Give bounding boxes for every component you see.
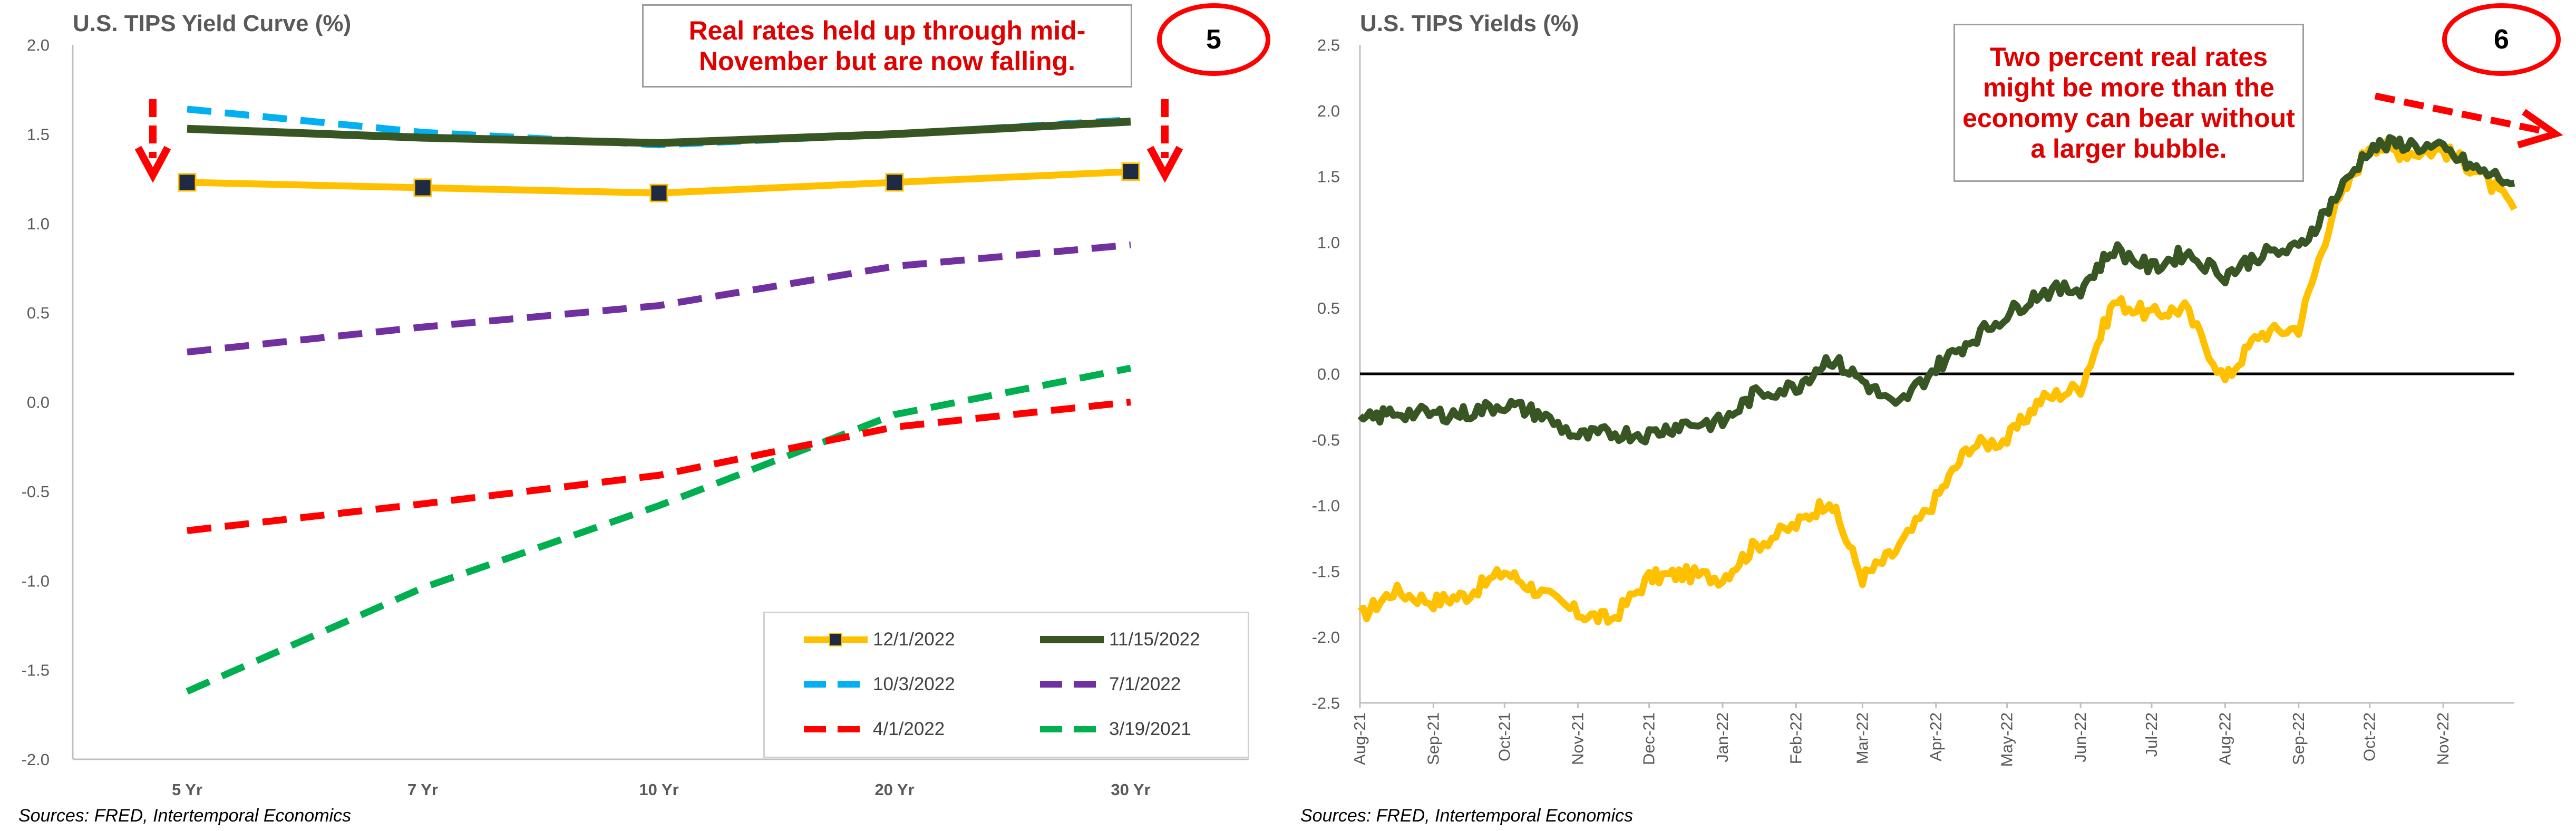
x-tick-label: Nov-22: [2434, 712, 2452, 765]
y-tick-label: 0.0: [27, 393, 50, 412]
legend-label: 7/1/2022: [1109, 674, 1181, 694]
x-tick-label: 5 Yr: [172, 780, 202, 799]
legend-label: 3/19/2021: [1109, 719, 1191, 739]
y-tick-label: 0.5: [1317, 299, 1340, 317]
series-line-yellow: [1357, 138, 2517, 626]
data-point-marker: [178, 173, 197, 192]
data-point-marker: [885, 173, 904, 192]
x-tick-label: Aug-21: [1350, 712, 1369, 765]
tips-yields-chart: 2.5 2.0 1.5 1.0 0.5 0.0 -0.5 -1.0 -1.5 -2.0 -2.5 Au…: [1312, 36, 2563, 767]
series-line-7-1-2022: [187, 241, 1131, 356]
x-tick-label: 7 Yr: [407, 780, 438, 799]
down-arrow-icon: [1146, 146, 1183, 183]
y-tick-label: -2.0: [22, 750, 50, 769]
chart-number-badge: 6: [2442, 3, 2561, 76]
y-tick-label: 1.5: [27, 125, 50, 143]
y-tick-label: 1.0: [27, 215, 50, 233]
source-note: Sources: FRED, Intertemporal Economics: [1300, 806, 1634, 826]
x-tick-label: 30 Yr: [1111, 780, 1150, 799]
y-tick-label: 0.5: [27, 304, 50, 322]
yield-curve-panel: U.S. TIPS Yield Curve (%) 2.0 1.5 1.0 0.5 0.…: [18, 3, 1270, 826]
legend-label: 11/15/2022: [1109, 629, 1200, 650]
data-point-marker: [413, 178, 432, 197]
y-tick-label: -2.5: [1312, 694, 1340, 712]
tips-yields-panel: U.S. TIPS Yields (%) 2.5 2.0 1.5 1.0 0.5 0.0 -…: [1288, 0, 2576, 831]
legend-item-10-3-2022: 10/3/2022: [803, 674, 955, 695]
source-note: Sources: FRED, Intertemporal Economics: [18, 806, 352, 826]
y-tick-label: 1.0: [1317, 233, 1340, 252]
x-tick-label: Feb-22: [1786, 712, 1805, 764]
x-tick-label: Sep-22: [2289, 712, 2308, 765]
yield-curve-chart: 2.0 1.5 1.0 0.5 0.0 -0.5 -1.0 -1.5 -2.0 5 Yr 7 Yr 1…: [22, 36, 1249, 799]
x-tick-label: Dec-21: [1640, 712, 1658, 765]
trend-arrow-icon: [2517, 109, 2563, 149]
x-tick-label: Jan-22: [1713, 712, 1732, 762]
y-tick-label: -1.5: [1312, 562, 1340, 581]
callout-box: Real rates held up through mid-November …: [642, 4, 1132, 88]
y-tick-label: 2.0: [27, 36, 50, 54]
x-tick-label: Apr-22: [1927, 712, 1945, 761]
chart-title: U.S. TIPS Yields (%): [1360, 11, 1579, 36]
x-tick-label: Sep-21: [1424, 712, 1442, 765]
y-tick-label: -1.0: [1312, 497, 1340, 515]
y-tick-label: 2.0: [1317, 102, 1340, 120]
y-tick-label: -1.5: [22, 661, 50, 680]
legend: 12/1/2022 11/15/2022 10/3/2022 7/1/2022 …: [763, 612, 1249, 758]
y-tick-label: -0.5: [22, 482, 50, 501]
x-tick-label: Jul-22: [2142, 712, 2161, 757]
x-tick-label: May-22: [1998, 712, 2016, 767]
x-tick-label: Oct-22: [2360, 712, 2379, 761]
series-line-11-15-2022: [187, 118, 1131, 147]
y-tick-label: -1.0: [22, 572, 50, 590]
down-arrow-icon: [134, 146, 171, 183]
legend-item-11-15-2022: 11/15/2022: [1039, 629, 1200, 650]
series-line-4-1-2022: [187, 399, 1131, 534]
y-tick-label: 2.5: [1317, 36, 1340, 54]
chart-number-badge: 5: [1157, 3, 1270, 76]
series-line-dark-green: [1357, 134, 2515, 446]
x-tick-label: Mar-22: [1853, 712, 1871, 764]
legend-label: 12/1/2022: [873, 629, 955, 650]
x-tick-label: Nov-21: [1569, 712, 1587, 765]
legend-item-4-1-2022: 4/1/2022: [803, 719, 945, 740]
x-tick-label: Oct-21: [1495, 712, 1513, 761]
x-tick-label: 20 Yr: [874, 780, 914, 799]
callout-box: Two percent real rates might be more tha…: [1953, 24, 2304, 182]
data-point-marker: [649, 183, 668, 202]
y-tick-label: -2.0: [1312, 628, 1340, 646]
x-tick-label: Aug-22: [2215, 712, 2234, 765]
legend-item-12-1-2022: 12/1/2022: [803, 629, 955, 650]
trend-arrow-shaft: [2374, 92, 2543, 134]
chart-title: U.S. TIPS Yield Curve (%): [73, 11, 352, 36]
x-tick-label: Jun-22: [2071, 712, 2089, 762]
data-point-marker: [1121, 162, 1140, 181]
x-tick-label: 10 Yr: [639, 780, 678, 799]
y-tick-label: 0.0: [1317, 365, 1340, 383]
series-line-3-19-2021: [186, 364, 1132, 695]
y-tick-label: -0.5: [1312, 431, 1340, 449]
legend-label: 10/3/2022: [873, 674, 955, 694]
legend-item-7-1-2022: 7/1/2022: [1039, 674, 1181, 695]
legend-item-3-19-2021: 3/19/2021: [1039, 719, 1191, 740]
y-tick-label: 1.5: [1317, 168, 1340, 186]
legend-label: 4/1/2022: [873, 719, 945, 739]
